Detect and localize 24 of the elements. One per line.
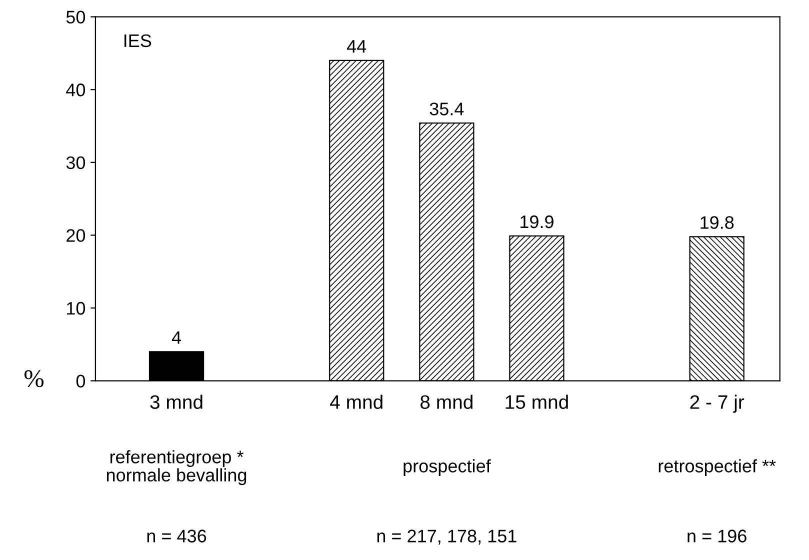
- y-tick-label: 50: [66, 10, 86, 24]
- y-tick-label: 10: [67, 302, 86, 315]
- y-tick-label: 40: [66, 84, 86, 96]
- y-tick-label: 20: [66, 229, 86, 242]
- data-label: 4: [172, 331, 182, 344]
- x-tick-label: 4 mnd: [330, 394, 382, 409]
- data-label: 35.4: [430, 102, 464, 116]
- data-label: 19.9: [520, 215, 554, 228]
- text: prospectief: [404, 459, 491, 476]
- text: IES: [124, 34, 152, 48]
- x-tick-label: 2 - 7 jr: [690, 394, 744, 413]
- data-label: 44: [346, 40, 366, 53]
- text: n = 217, 178, 151: [377, 530, 516, 545]
- x-tick-label: 8 mnd: [420, 394, 472, 409]
- text: n = 196: [688, 530, 746, 542]
- x-tick-label: 15 mnd: [506, 394, 568, 409]
- y-axis-title: %: [24, 370, 44, 388]
- x-tick-label: 3 mnd: [150, 394, 202, 409]
- data-label: 19.8: [700, 216, 734, 229]
- y-tick-label: 0: [76, 374, 86, 388]
- text: n = 436: [147, 530, 206, 542]
- text: referentiegroep * normale bevalling: [106, 450, 246, 486]
- text: retrospectief **: [658, 459, 776, 476]
- y-tick-label: 30: [66, 156, 86, 170]
